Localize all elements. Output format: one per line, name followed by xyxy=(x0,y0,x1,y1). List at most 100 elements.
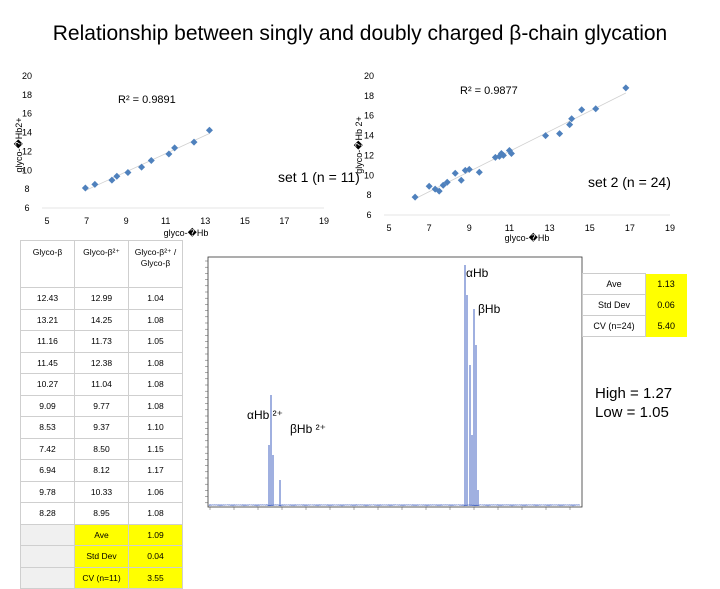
y-tick-label: 20 xyxy=(22,71,32,81)
data-point xyxy=(443,178,451,186)
table-cell: 8.53 xyxy=(20,416,75,439)
table-cell: 13.21 xyxy=(20,308,75,331)
table-cell: 9.09 xyxy=(20,394,75,417)
data-point xyxy=(411,193,419,201)
table-row: 6.94 8.12 1.17 xyxy=(20,459,183,482)
data-point xyxy=(556,130,564,138)
high-low-box: High = 1.27 Low = 1.05 xyxy=(595,384,672,422)
table-cell: 1.05 xyxy=(128,330,183,353)
column-header: Glyco-β xyxy=(20,240,75,288)
data-point xyxy=(425,182,433,190)
page-title: Relationship between singly and doubly c… xyxy=(52,22,668,45)
data-point xyxy=(465,165,473,173)
stats-row: Ave 1.13 xyxy=(582,273,687,295)
x-tick-label: 5 xyxy=(44,216,49,226)
stats-row: CV (n=24) 5.40 xyxy=(582,315,687,337)
summary-row: Std Dev 0.04 xyxy=(20,545,183,568)
scatter-plot-1: 6 8 10 12 14 16 18 20 5 7 9 11 13 15 17 19 R² = 0.9891 se… xyxy=(13,71,360,238)
r-squared-label: R² = 0.9877 xyxy=(460,85,518,97)
y-tick-label: 20 xyxy=(364,71,374,81)
x-axis-label: glyco-�Hb xyxy=(505,232,550,243)
data-point xyxy=(171,144,179,152)
summary-label: CV (n=11) xyxy=(74,566,129,589)
data-point xyxy=(205,126,213,134)
table-row: 13.21 14.25 1.08 xyxy=(20,308,183,331)
column-header: Glyco-β²⁺ xyxy=(74,240,129,288)
table-cell: 1.17 xyxy=(128,459,183,482)
data-point xyxy=(499,151,507,159)
summary-value: 1.09 xyxy=(128,523,183,546)
x-tick-label: 17 xyxy=(279,216,289,226)
stats-label: Std Dev xyxy=(582,294,646,316)
beta-hb2-label: βHb ²⁺ xyxy=(290,422,326,436)
y-tick-label: 16 xyxy=(22,109,32,119)
x-tick-label: 19 xyxy=(319,216,329,226)
data-point xyxy=(147,156,155,164)
x-tick-label: 9 xyxy=(467,223,472,233)
scatter-chart-set1: 6 8 10 12 14 16 18 20 5 7 9 11 13 15 17 19 R² = 0.9891 se… xyxy=(13,71,675,243)
table-cell: 1.15 xyxy=(128,437,183,460)
x-tick-label: 7 xyxy=(427,223,432,233)
data-point xyxy=(435,187,443,195)
y-tick-label: 6 xyxy=(366,210,371,220)
series-label: set 2 (n = 24) xyxy=(588,174,671,190)
data-point xyxy=(457,176,465,184)
table-cell: 8.95 xyxy=(74,502,129,525)
data-point xyxy=(568,115,576,123)
table-cell: 11.73 xyxy=(74,330,129,353)
stats-value: 0.06 xyxy=(645,294,687,316)
trend-line xyxy=(414,92,627,200)
y-tick-label: 18 xyxy=(22,90,32,100)
data-point xyxy=(451,169,459,177)
summary-value: 0.04 xyxy=(128,545,183,568)
y-axis-label: glyco-�Hb 2+ xyxy=(353,116,364,174)
data-point xyxy=(165,150,173,158)
table-cell: 1.08 xyxy=(128,308,183,331)
data-point xyxy=(124,168,132,176)
summary-row: Ave 1.09 xyxy=(20,523,183,546)
x-tick-label: 13 xyxy=(545,223,555,233)
y-tick-label: 16 xyxy=(364,111,374,121)
table-row: 9.78 10.33 1.06 xyxy=(20,480,183,503)
table-row: 10.27 11.04 1.08 xyxy=(20,373,183,396)
data-point xyxy=(81,184,89,192)
y-axis-label: glyco-�Hb2+ xyxy=(13,117,24,172)
table-cell: 11.16 xyxy=(20,330,75,353)
stats-label: Ave xyxy=(582,273,646,295)
table-row: 9.09 9.77 1.08 xyxy=(20,394,183,417)
summary-label: Std Dev xyxy=(74,545,129,568)
data-point xyxy=(113,172,121,180)
column-header: Glyco-β²⁺ / Glyco-β xyxy=(128,240,183,288)
x-tick-label: 9 xyxy=(124,216,129,226)
table-cell: 9.37 xyxy=(74,416,129,439)
table-cell: 12.99 xyxy=(74,287,129,310)
mass-spectrum xyxy=(196,255,586,512)
table-cell: 6.94 xyxy=(20,459,75,482)
blank-cell xyxy=(20,566,75,589)
r-squared-label: R² = 0.9891 xyxy=(118,94,176,106)
alpha-hb2-label: αHb ²⁺ xyxy=(247,408,283,422)
table-cell: 14.25 xyxy=(74,308,129,331)
x-tick-label: 13 xyxy=(200,216,210,226)
table-row: 8.53 9.37 1.10 xyxy=(20,416,183,439)
table-row: 8.28 8.95 1.08 xyxy=(20,502,183,525)
spectrum-baseline xyxy=(208,503,581,507)
y-tick-label: 10 xyxy=(22,165,32,175)
table-cell: 10.27 xyxy=(20,373,75,396)
data-point xyxy=(138,163,146,171)
summary-value: 3.55 xyxy=(128,566,183,589)
stats-value: 1.13 xyxy=(645,273,687,295)
table-cell: 1.08 xyxy=(128,373,183,396)
data-point xyxy=(566,121,574,129)
stats-label: CV (n=24) xyxy=(582,315,646,337)
data-point xyxy=(578,106,586,114)
table-cell: 7.42 xyxy=(20,437,75,460)
table-cell: 9.78 xyxy=(20,480,75,503)
table-row: 11.45 12.38 1.08 xyxy=(20,351,183,374)
x-tick-label: 15 xyxy=(585,223,595,233)
table-cell: 9.77 xyxy=(74,394,129,417)
trend-line xyxy=(85,133,210,191)
blank-cell xyxy=(20,523,75,546)
stats-value: 5.40 xyxy=(645,315,687,337)
table-row: 11.16 11.73 1.05 xyxy=(20,330,183,353)
